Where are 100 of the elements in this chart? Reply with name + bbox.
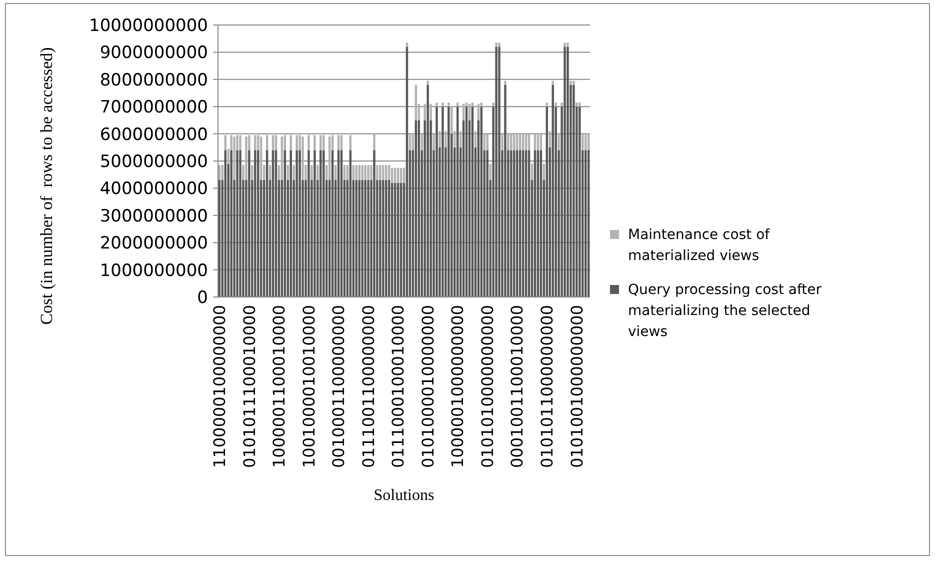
bar [498, 42, 500, 47]
bar [498, 46, 500, 297]
bar [302, 136, 304, 180]
bar [572, 84, 575, 297]
bar [361, 165, 364, 180]
bar [444, 131, 447, 148]
bar [495, 42, 498, 47]
bar [292, 165, 295, 180]
bar [558, 134, 560, 150]
bar [316, 165, 319, 180]
x-tick-label: 1000001100010000 [270, 305, 289, 468]
y-tick-label: 6000000000 [100, 124, 208, 145]
x-tick-label: 0101000010000000 [418, 305, 438, 468]
x-tick-label: 0101011000000000 [538, 305, 557, 468]
bar [379, 180, 382, 297]
bar [576, 102, 578, 107]
x-tick-label: 1000001000000000 [448, 305, 468, 468]
bar [361, 180, 364, 297]
bar [308, 150, 310, 297]
bar [358, 180, 360, 297]
bar [400, 168, 402, 183]
bar [290, 135, 292, 150]
y-tick-label: 1000000000 [100, 260, 208, 281]
bar [420, 134, 423, 150]
bar [367, 165, 370, 180]
bar [355, 180, 358, 297]
bar [430, 104, 432, 120]
bar [251, 165, 254, 180]
x-tick-label: 1001000010010000 [299, 305, 318, 468]
bar [495, 46, 498, 297]
bar [402, 168, 406, 183]
bar [510, 134, 512, 150]
bar [396, 168, 400, 183]
bar [542, 164, 546, 180]
bar [343, 165, 346, 180]
bar [578, 102, 581, 107]
bar [349, 135, 352, 150]
y-tick-label: 10000000000 [89, 16, 208, 36]
bar [578, 106, 581, 297]
bar [296, 135, 298, 150]
bar [390, 168, 394, 183]
y-tick-label: 0 [197, 288, 208, 308]
y-tick-label: 5000000000 [100, 152, 208, 172]
bar [492, 102, 494, 107]
bar [382, 165, 384, 180]
bar [424, 104, 426, 120]
bar [254, 150, 256, 297]
y-axis-title: Cost (in number of rows to be accessed) [37, 47, 56, 325]
bar [572, 80, 575, 85]
bar [388, 165, 390, 180]
bar [426, 80, 429, 85]
bar [308, 135, 310, 150]
bar [501, 134, 504, 150]
bar [486, 134, 488, 150]
bar [268, 165, 272, 180]
bar [314, 135, 316, 150]
x-tick-label: 0111001100000000 [358, 305, 378, 468]
bar [248, 150, 250, 297]
bar [314, 150, 316, 297]
bar [272, 135, 274, 150]
bar [564, 42, 566, 47]
bar [382, 180, 384, 297]
bar [554, 102, 557, 107]
bar [310, 165, 313, 180]
bar [459, 131, 462, 148]
bar [448, 102, 450, 107]
x-tick-label: 1100000100000000 [210, 305, 230, 468]
bar [230, 150, 232, 297]
bar [236, 150, 238, 297]
bar [379, 165, 382, 180]
bar [442, 102, 444, 107]
bar [438, 131, 441, 148]
bar [346, 165, 349, 180]
bar [298, 150, 301, 297]
bar [385, 165, 388, 180]
bar [320, 150, 322, 297]
bar [560, 102, 563, 107]
bar [286, 165, 290, 180]
y-tick-label: 3000000000 [100, 206, 208, 226]
bar [355, 165, 358, 180]
bar [474, 131, 477, 148]
bar [364, 165, 366, 180]
bar [296, 150, 298, 297]
bar [564, 46, 566, 297]
bar [552, 80, 554, 85]
bar [239, 150, 242, 297]
x-tick-label: 0001001100010000 [508, 305, 527, 468]
bar [566, 42, 569, 47]
y-tick-label: 8000000000 [100, 70, 208, 90]
y-tick-label: 9000000000 [100, 43, 208, 64]
bar [507, 134, 510, 150]
bar [426, 84, 429, 297]
x-tick-label: 0111000100010000 [388, 305, 408, 468]
bar [504, 80, 506, 85]
x-tick-label: 0101010000000000 [478, 305, 497, 468]
bar [513, 134, 516, 150]
y-tick-label: 4000000000 [100, 179, 208, 200]
bar [233, 136, 236, 180]
bar [566, 46, 569, 297]
bar [406, 42, 408, 47]
